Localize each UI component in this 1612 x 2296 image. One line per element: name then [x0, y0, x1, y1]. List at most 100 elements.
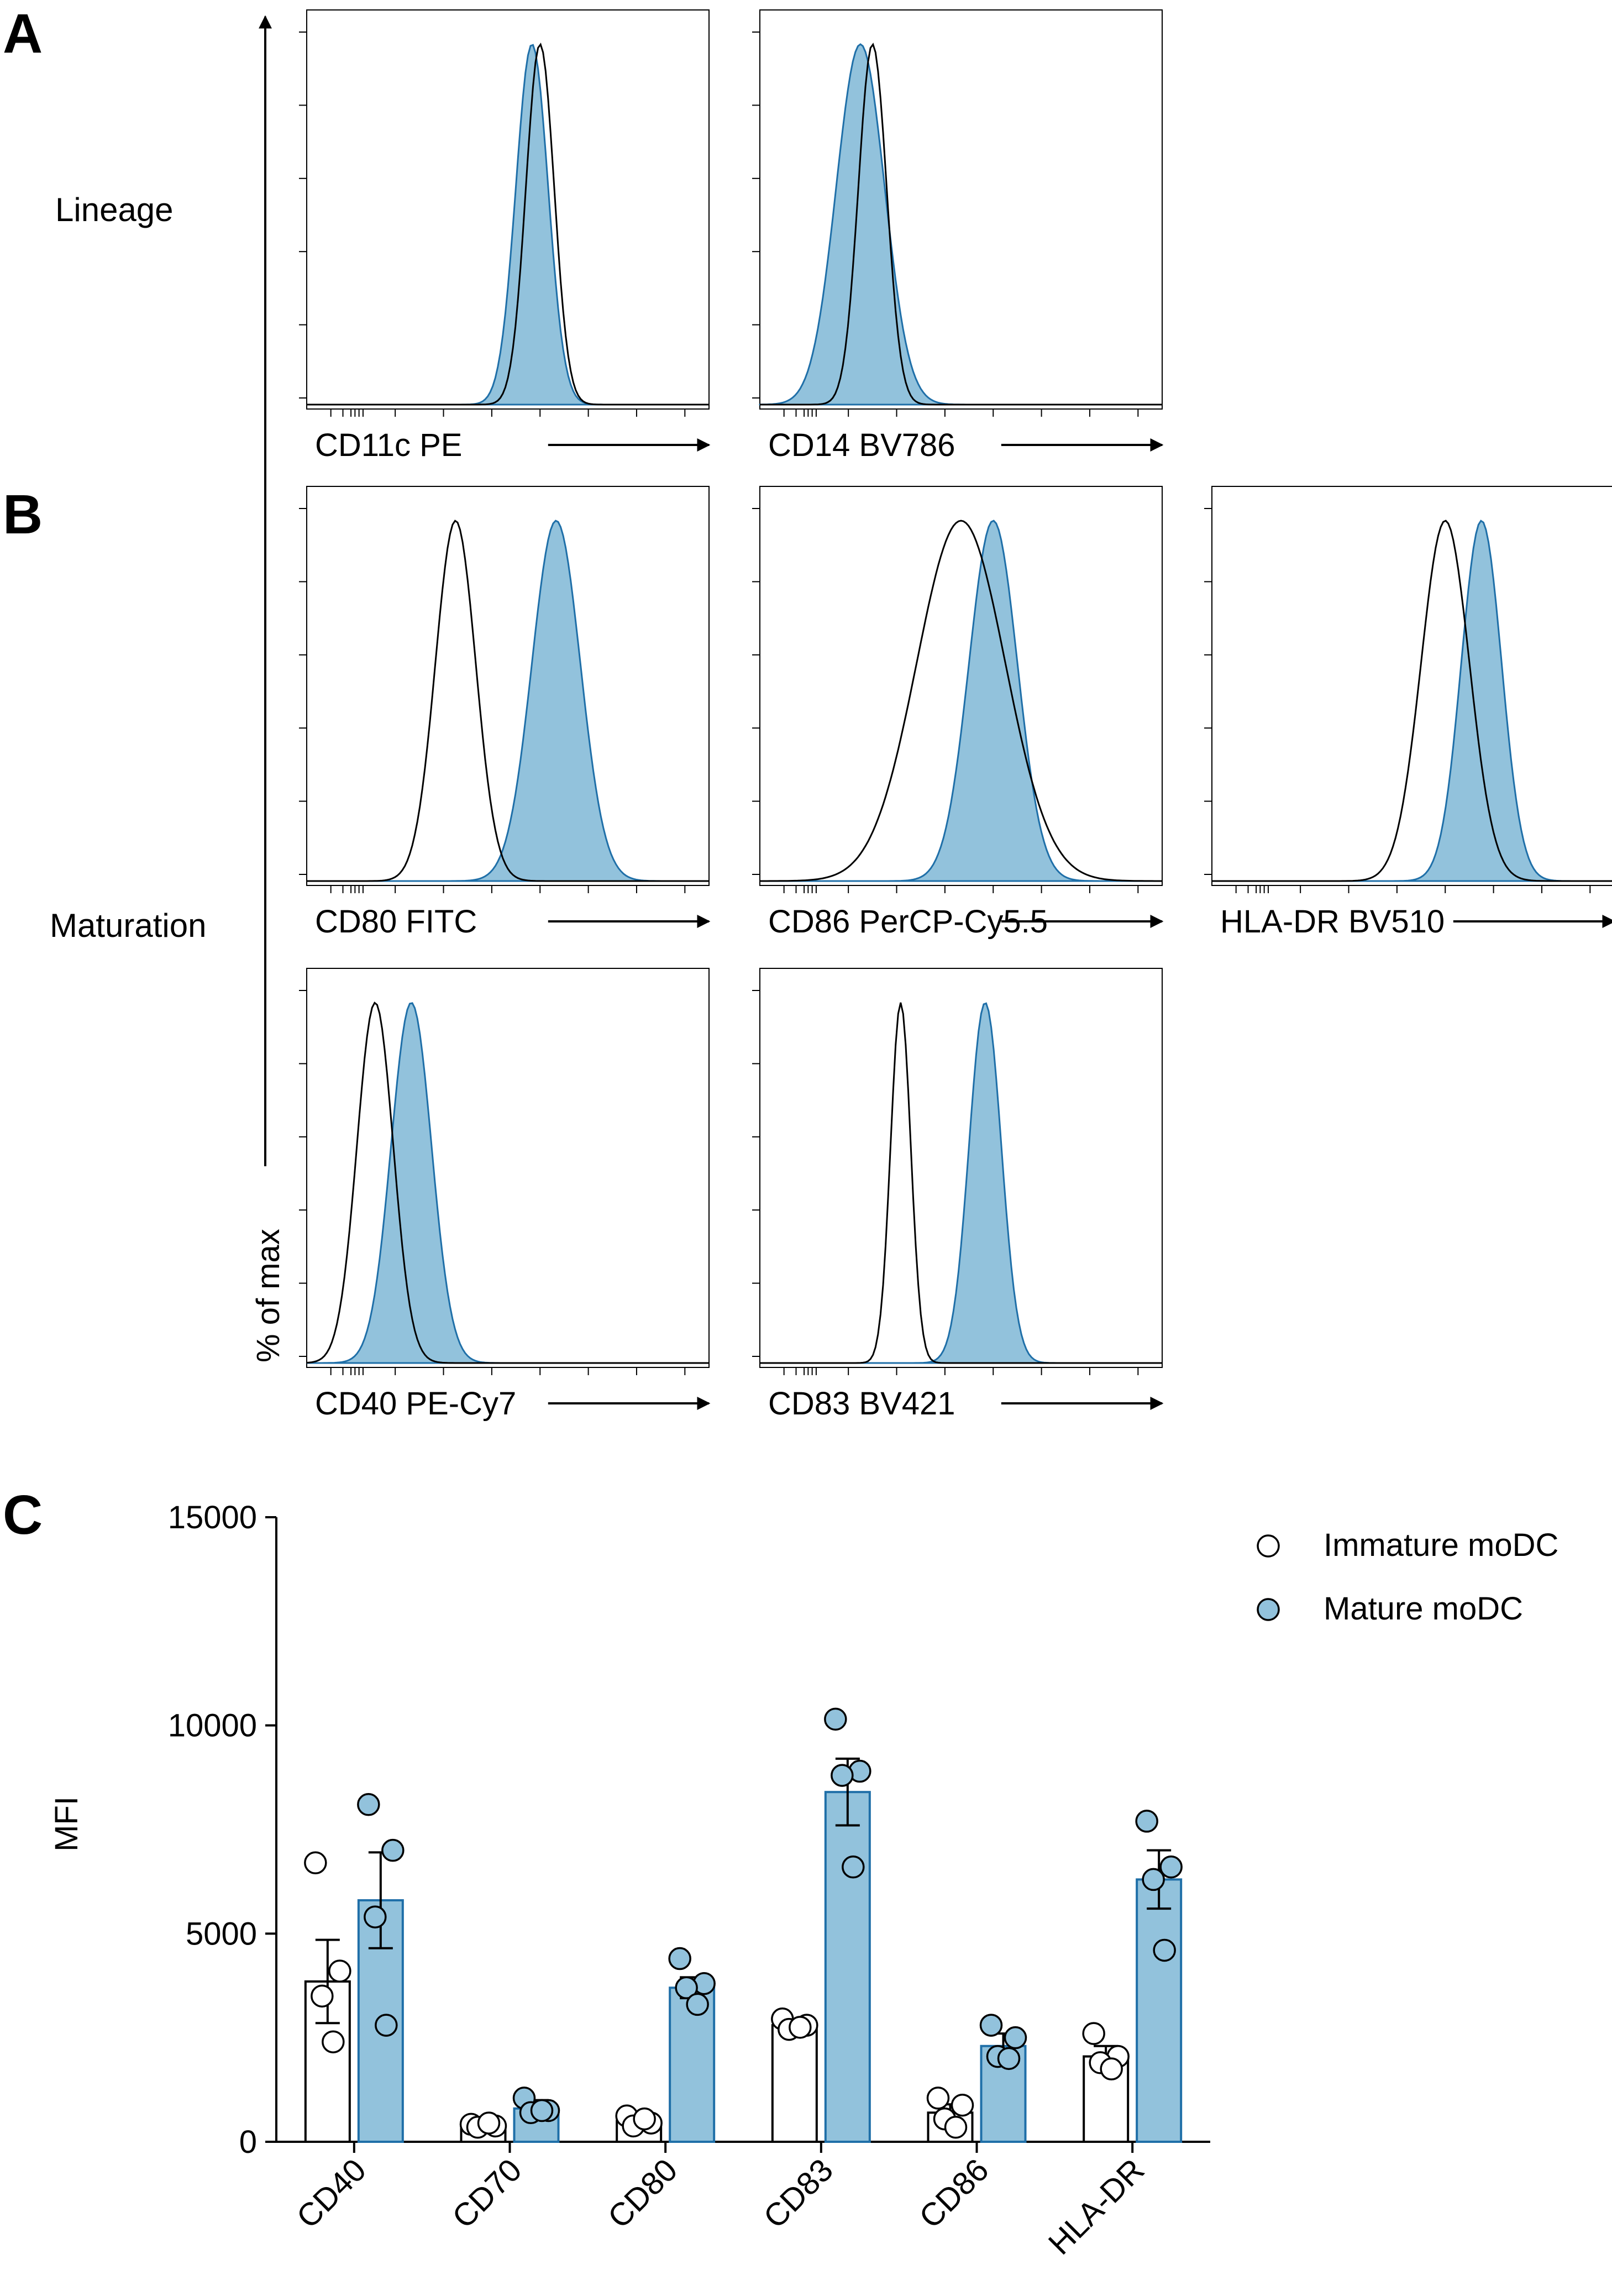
row-label-lineage: Lineage: [55, 191, 174, 228]
immature-histogram-series: [760, 1002, 1162, 1364]
mature-point: [357, 1793, 380, 1816]
panel-letter-a: A: [3, 3, 43, 65]
y-axis-ticks: [752, 508, 760, 875]
immature-point: [926, 2087, 950, 2110]
mature-point: [668, 1947, 691, 1970]
y-tick-label: 15000: [168, 1500, 257, 1535]
y-axis-ticks: [752, 990, 760, 1357]
mature-point: [1159, 1855, 1183, 1879]
immature-histogram-series: [1212, 520, 1612, 882]
immature-bar: [304, 1980, 351, 2143]
y-axis-ticks: [299, 508, 307, 875]
legend-marker-mature: [1257, 1598, 1280, 1621]
histogram-cd86: CD86 PerCP-Cy5.5: [752, 486, 1164, 940]
immature-point: [477, 2111, 501, 2135]
histogram-cd83: CD83 BV421: [752, 968, 1164, 1422]
bar-group-hla-dr: HLA-DR: [1042, 1810, 1183, 2262]
x-tick-label: CD80: [601, 2152, 685, 2235]
immature-histogram-series: [307, 43, 709, 406]
histogram-xlabel: CD14 BV786: [768, 427, 955, 463]
mature-point: [1004, 2026, 1027, 2049]
immature-point: [1100, 2057, 1123, 2080]
legend-marker-immature: [1257, 1534, 1280, 1558]
immature-point: [944, 2115, 968, 2139]
histogram-y-label: % of max: [250, 1229, 286, 1362]
row-label-maturation: Maturation: [50, 907, 206, 944]
legend-label-immature: Immature moDC: [1324, 1527, 1558, 1563]
mature-point: [979, 2014, 1003, 2037]
panel-letter-b: B: [3, 484, 43, 546]
histogram-frame: [1211, 486, 1612, 886]
mature-point: [1153, 1938, 1176, 1962]
mature-point: [824, 1707, 847, 1731]
x-axis-ticks: [1235, 885, 1591, 893]
x-tick-label: CD40: [290, 2152, 373, 2235]
histogram-xlabel: CD86 PerCP-Cy5.5: [768, 904, 1048, 940]
immature-point: [789, 2016, 812, 2039]
immature-point: [311, 1984, 334, 2008]
mature-point: [1135, 1810, 1158, 1833]
bar-group-cd80: CD80: [601, 1947, 716, 2235]
immature-histogram-series: [307, 520, 709, 882]
mature-point: [675, 1976, 698, 2000]
mature-point: [997, 2047, 1021, 2070]
bar-group-cd86: CD86: [912, 2014, 1027, 2235]
legend-label-mature: Mature moDC: [1324, 1591, 1523, 1627]
y-tick-label: 5000: [186, 1916, 257, 1952]
y-axis-ticks: [299, 990, 307, 1357]
bar-legend: Immature moDC Mature moDC: [1257, 1527, 1558, 1627]
mature-point: [831, 1764, 854, 1787]
histogram-cd80: CD80 FITC: [299, 486, 711, 940]
y-axis-ticks: [1204, 508, 1212, 875]
histogram-cd40: CD40 PE-Cy7: [299, 968, 711, 1422]
histogram-panels: CD11c PE CD14 BV786 CD80 FITC CD86 PerCP-Cy…: [299, 9, 1612, 1422]
x-axis-ticks: [330, 409, 686, 417]
histogram-hla-dr: HLA-DR BV510: [1204, 486, 1612, 940]
histogram-frame: [306, 9, 710, 410]
x-tick-label: CD70: [445, 2152, 529, 2235]
x-axis-ticks: [783, 885, 1139, 893]
mfi-bar-chart: 0 5000 10000 15000 MFI CD40 CD70 CD80 CD83 CD86 HL…: [49, 1500, 1558, 2262]
immature-histogram-series: [306, 1001, 709, 1364]
mature-histogram-series: [760, 520, 1162, 882]
y-tick-label: 0: [239, 2124, 257, 2160]
immature-point: [951, 2093, 974, 2117]
mature-point: [686, 1993, 709, 2016]
x-axis-ticks: [783, 1367, 1139, 1375]
histogram-cd11c: CD11c PE: [299, 9, 711, 463]
histogram-xlabel: HLA-DR BV510: [1220, 904, 1445, 940]
mature-bar: [1136, 1878, 1183, 2143]
immature-histogram-series: [760, 520, 1162, 882]
histogram-frame: [306, 486, 710, 886]
histogram-xlabel: CD11c PE: [315, 427, 462, 463]
mature-point: [381, 1838, 405, 1862]
panel-letter-c: C: [3, 1484, 43, 1546]
histogram-cd14: CD14 BV786: [752, 9, 1164, 463]
x-axis-ticks: [330, 1367, 686, 1375]
bar-group-cd83: CD83: [757, 1707, 871, 2235]
immature-histogram-series: [760, 43, 1162, 406]
immature-point: [328, 1959, 351, 1983]
mature-point: [364, 1905, 387, 1928]
histogram-xlabel: CD40 PE-Cy7: [315, 1386, 516, 1422]
mature-point: [842, 1855, 865, 1879]
x-axis-ticks: [330, 885, 686, 893]
x-tick-label: CD86: [912, 2152, 996, 2235]
immature-point: [322, 2030, 345, 2053]
mature-bar: [824, 1791, 871, 2143]
mature-point: [1142, 1868, 1165, 1891]
mature-point: [530, 2099, 554, 2122]
x-tick-label: CD83: [757, 2152, 840, 2235]
bar-group-cd40: CD40: [290, 1793, 405, 2235]
immature-bar: [771, 2024, 818, 2143]
y-tick-label: 10000: [168, 1708, 257, 1744]
histogram-frame: [306, 968, 710, 1368]
x-axis-ticks: [783, 409, 1139, 417]
y-axis-ticks: [299, 32, 307, 399]
immature-point: [1082, 2022, 1105, 2045]
bar-group-cd70: CD70: [445, 2087, 560, 2235]
immature-point: [304, 1851, 327, 1875]
bar-y-label: MFI: [49, 1796, 85, 1852]
histogram-xlabel: CD83 BV421: [768, 1386, 955, 1422]
